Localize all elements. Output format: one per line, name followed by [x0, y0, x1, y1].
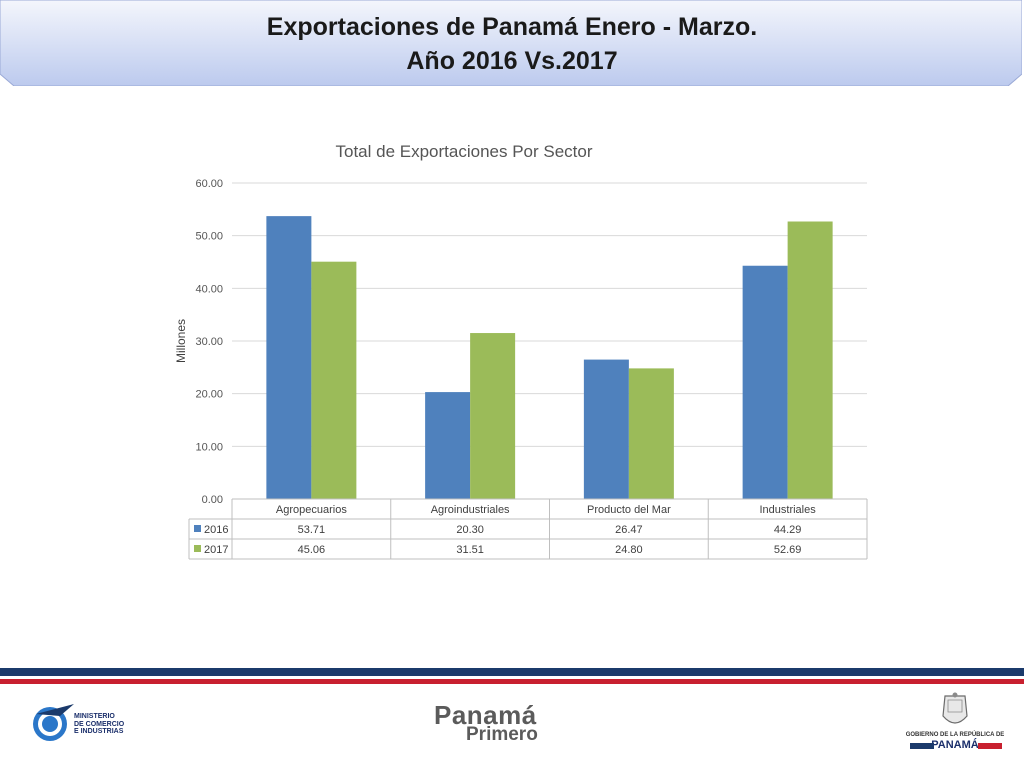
y-tick-label: 50.00 [195, 231, 223, 243]
data-label: 44.29 [774, 524, 802, 536]
data-label: 20.30 [456, 524, 484, 536]
bar-2017-0 [311, 261, 357, 499]
gobierno-logo: GOBIERNO DE LA REPÚBLICA DE PANAMÁ [900, 692, 1010, 756]
legend-label: 2017 [204, 544, 228, 556]
x-category-label: Agroindustriales [431, 504, 510, 516]
bar-2016-0 [266, 216, 312, 500]
slide-title: Exportaciones de Panamá Enero - Marzo. A… [0, 10, 1024, 78]
ministerio-logo: MINISTERIO DE COMERCIO E INDUSTRIAS [30, 700, 140, 748]
footer-stripe-white [0, 676, 1024, 679]
legend-label: 2016 [204, 524, 228, 536]
x-category-label: Agropecuarios [276, 504, 347, 516]
y-tick-label: 10.00 [195, 441, 223, 453]
footer-stripe-red [0, 679, 1024, 684]
y-tick-label: 30.00 [195, 336, 223, 348]
ministerio-emblem-icon [33, 704, 74, 741]
panama-primero-logo: Panamá Primero [430, 700, 590, 750]
gov-text-line1: GOBIERNO DE LA REPÚBLICA DE [905, 732, 1005, 738]
bar-2017-2 [628, 368, 674, 499]
panama-word: Panamá [434, 700, 537, 730]
data-label: 52.69 [774, 544, 802, 556]
ministerio-text: MINISTERIO DE COMERCIO E INDUSTRIAS [74, 713, 124, 736]
data-label: 31.51 [456, 544, 484, 556]
x-category-label: Producto del Mar [587, 504, 671, 516]
bar-2016-3 [742, 265, 788, 499]
legend-key-2016 [194, 525, 201, 532]
y-axis-title: Millones [174, 319, 188, 363]
coat-of-arms-icon [942, 692, 968, 724]
bar-2016-2 [583, 359, 629, 499]
title-banner [0, 0, 1022, 86]
mici-line-3: E INDUSTRIAS [74, 728, 124, 735]
data-label: 53.71 [298, 524, 326, 536]
y-tick-label: 60.00 [195, 178, 223, 190]
mici-line-1: MINISTERIO [74, 713, 115, 720]
gov-bar-red [978, 743, 1002, 749]
data-label: 26.47 [615, 524, 643, 536]
footer-stripe-navy [0, 668, 1024, 676]
gov-bar-navy [910, 743, 934, 749]
data-label: 24.80 [615, 544, 643, 556]
data-label: 45.06 [298, 544, 326, 556]
bar-2017-3 [787, 221, 833, 499]
slide-title-line1: Exportaciones de Panamá Enero - Marzo. [266, 13, 758, 41]
legend-key-2017 [194, 545, 201, 552]
chart-title: Total de Exportaciones Por Sector [335, 142, 592, 161]
bar-2017-1 [470, 333, 516, 499]
bar-2016-1 [425, 392, 471, 499]
y-tick-label: 20.00 [195, 389, 223, 401]
primero-word: Primero [466, 724, 538, 745]
y-tick-label: 0.00 [202, 494, 223, 506]
x-category-label: Industriales [759, 504, 816, 516]
gov-text-line2: PANAMÁ [931, 739, 979, 751]
y-tick-label: 40.00 [195, 283, 223, 295]
slide-title-line2: Año 2016 Vs.2017 [406, 47, 618, 75]
mici-line-2: DE COMERCIO [74, 720, 125, 728]
